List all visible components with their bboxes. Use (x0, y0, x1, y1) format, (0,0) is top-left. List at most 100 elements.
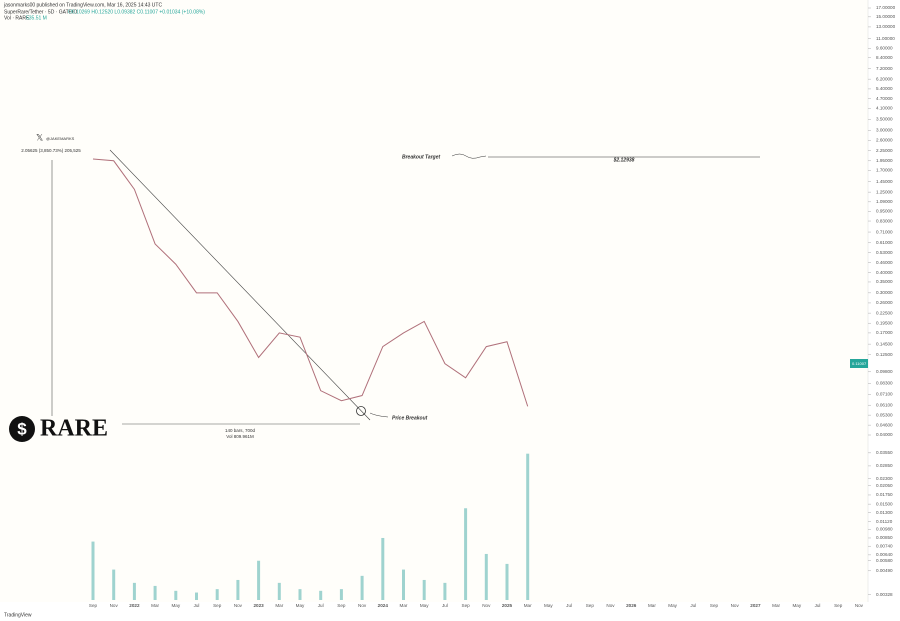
x-tick-label: Nov (358, 603, 367, 608)
target-label: Breakout Target (402, 154, 440, 160)
x-tick-label: May (792, 603, 801, 608)
vol-label: Vol 809.961M (226, 434, 254, 439)
y2-tick-label: 0.00980 (876, 527, 893, 532)
y-tick-label: 9.60000 (876, 46, 893, 51)
y-tick-label: 15.00000 (876, 14, 896, 19)
y-tick-label: 0.06100 (876, 402, 893, 407)
y-tick-label: 0.95000 (876, 209, 893, 214)
logo: RARE (40, 416, 108, 442)
x-tick-label: Sep (213, 603, 222, 608)
y-tick-label: 11.00000 (876, 36, 895, 41)
x-tick-label: Sep (834, 603, 843, 608)
last-price: 0.11007 (852, 361, 867, 366)
x-tick-label: Mar (648, 603, 656, 608)
x-tick-label: Sep (337, 603, 346, 608)
volume-bar (381, 537, 385, 600)
x-tick-label: Nov (855, 603, 864, 608)
move-label: 2.05625 (3,850.73%) 205,525 (21, 148, 81, 153)
volume-bar (402, 569, 405, 600)
y-tick-label: 7.20000 (876, 66, 893, 71)
x-tick-label: Nov (110, 603, 119, 608)
logo-dollar: $ (17, 419, 27, 438)
volume-label: Vol · RARE (4, 15, 30, 21)
bars-label: 140 bars, 700d (225, 428, 256, 433)
breakout-label: Price Breakout (392, 415, 428, 421)
volume-bar (195, 592, 198, 600)
x-tick-label: Mar (772, 603, 780, 608)
breakout-circle (356, 406, 366, 416)
x-tick-label: Mar (275, 603, 283, 608)
target-value: $2.12938 (613, 157, 635, 163)
y-tick-label: 0.46000 (876, 260, 893, 265)
volume-bar (174, 590, 178, 600)
y-tick-label: 0.19500 (876, 320, 893, 325)
y2-tick-label: 0.01500 (876, 501, 893, 506)
y-tick-label: 5.40000 (876, 86, 893, 91)
volume-bar (319, 590, 323, 600)
x-tick-label: Nov (482, 603, 491, 608)
x-tick-label: Nov (606, 603, 615, 608)
x-tick-label: 2024 (378, 603, 389, 608)
y2-tick-label: 0.00640 (876, 552, 893, 557)
y2-tick-label: 0.00740 (876, 543, 893, 548)
y2-tick-label: 0.03550 (876, 450, 893, 455)
y-tick-label: 0.09800 (876, 369, 893, 374)
volume-bar (215, 589, 219, 600)
y-tick-label: 0.40000 (876, 270, 893, 275)
y-tick-label: 17.00000 (876, 5, 896, 10)
x-tick-label: Sep (89, 603, 98, 608)
volume-bar (422, 579, 426, 600)
y-tick-label: 1.25000 (876, 189, 893, 194)
symbol: SuperRare/Tether · 5D · GATEIO (4, 9, 77, 15)
volume-bar (484, 553, 488, 600)
arrow (451, 153, 487, 159)
volume-bar (298, 589, 302, 600)
y-tick-label: 0.17000 (876, 330, 893, 335)
y-tick-label: 0.22500 (876, 310, 893, 315)
volume-bar (277, 582, 281, 600)
price-tag (850, 359, 868, 368)
y-tick-label: 1.09000 (876, 199, 893, 204)
y-tick-label: 6.20000 (876, 76, 893, 81)
x-tick-label: Mar (524, 603, 532, 608)
x-tick-label: Sep (586, 603, 595, 608)
y-tick-label: 4.10000 (876, 106, 893, 111)
volume-bar (153, 585, 157, 600)
volume-bar (132, 582, 136, 600)
y-tick-label: 1.70000 (876, 168, 893, 173)
x-tick-label: Nov (731, 603, 740, 608)
x-logo: 𝕏 (36, 132, 43, 142)
plot-area (0, 0, 868, 602)
x-tick-label: Mar (151, 603, 159, 608)
logo-mark (9, 416, 35, 442)
y-tick-label: 2.60000 (876, 138, 893, 143)
y-tick-label: 0.71000 (876, 229, 893, 234)
x-tick-label: May (544, 603, 553, 608)
x-tick-label: Jul (690, 603, 696, 608)
volume-bar (112, 569, 116, 600)
y2-tick-label: 0.01300 (876, 510, 893, 515)
x-tick-label: Jul (815, 603, 821, 608)
x-tick-label: Jul (194, 603, 200, 608)
x-tick-label: Mar (400, 603, 408, 608)
volume-bar (526, 453, 530, 600)
volume-bar (464, 508, 468, 600)
y2-tick-label: 0.01120 (876, 519, 893, 524)
y-tick-label: 0.26000 (876, 300, 893, 305)
y-tick-label: 3.00000 (876, 128, 893, 133)
y2-tick-label: 0.00490 (876, 568, 893, 573)
y-tick-label: 0.61000 (876, 240, 893, 245)
footer: TradingView (4, 612, 32, 618)
y-tick-label: 0.35000 (876, 279, 893, 284)
y-tick-label: 0.53000 (876, 250, 893, 255)
y-tick-label: 4.70000 (876, 96, 893, 101)
y2-tick-label: 0.00328 (876, 592, 893, 597)
y-tick-label: 13.00000 (876, 24, 896, 29)
x-tick-label: 2026 (626, 603, 637, 608)
y-tick-label: 0.14500 (876, 341, 893, 346)
y-tick-label: 0.07100 (876, 392, 893, 397)
handle: @JAKEMARKS (46, 136, 75, 141)
ohlc: O0.10269 H0.12520 L0.09382 C0.11007 +0.0… (68, 9, 205, 15)
y-tick-label: 0.30000 (876, 290, 893, 295)
volume-value: 535.51 M (26, 15, 47, 21)
